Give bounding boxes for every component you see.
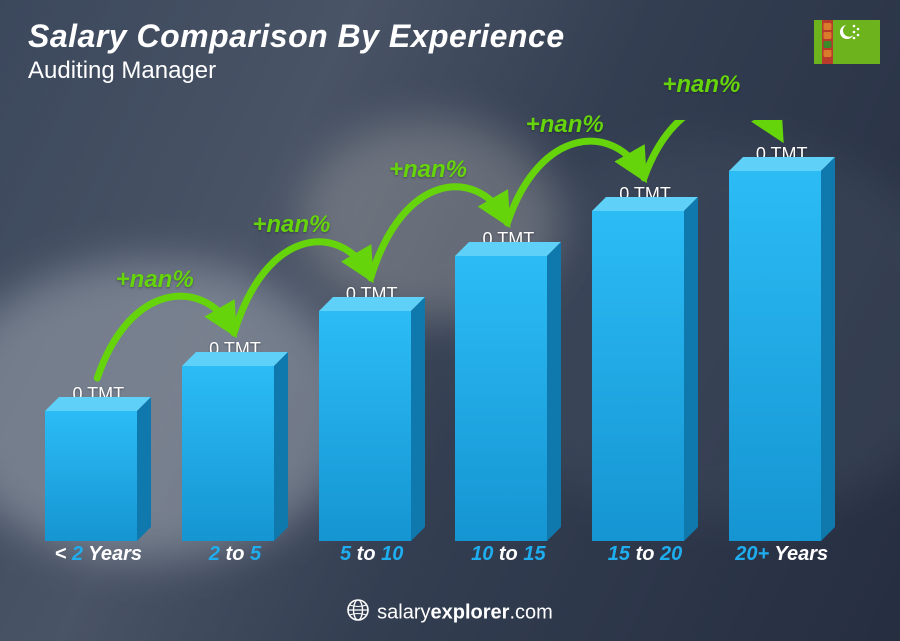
bar-side-face bbox=[411, 297, 425, 541]
bar-top-face bbox=[182, 352, 288, 366]
footer: salaryexplorer.com bbox=[0, 599, 900, 627]
flag-icon bbox=[814, 20, 880, 64]
bar-slot: 0 TMT bbox=[167, 120, 304, 541]
bar bbox=[45, 411, 151, 541]
xaxis-label: < 2 Years bbox=[30, 543, 167, 571]
footer-dotcom: .com bbox=[509, 601, 552, 623]
increase-label: +nan% bbox=[389, 156, 467, 184]
chart-subtitle: Auditing Manager bbox=[28, 57, 565, 85]
bar-slot: 0 TMT bbox=[577, 120, 714, 541]
bar-top-face bbox=[45, 397, 151, 411]
bar-front bbox=[592, 211, 684, 541]
bar bbox=[729, 171, 835, 541]
infographic-canvas: Salary Comparison By Experience Auditing… bbox=[0, 0, 900, 641]
bar-front bbox=[45, 411, 137, 541]
chart-area: 0 TMT0 TMT0 TMT0 TMT0 TMT0 TMT < 2 Years… bbox=[30, 120, 850, 571]
bar bbox=[455, 256, 561, 541]
xaxis-label: 5 to 10 bbox=[303, 543, 440, 571]
bar-top-face bbox=[319, 297, 425, 311]
bar-side-face bbox=[137, 397, 151, 541]
bar-top-face bbox=[729, 157, 835, 171]
bar-slot: 0 TMT bbox=[713, 120, 850, 541]
bar-front bbox=[729, 171, 821, 541]
increase-label: +nan% bbox=[252, 211, 330, 239]
globe-icon bbox=[347, 599, 369, 627]
bar-front bbox=[319, 311, 411, 541]
increase-label: +nan% bbox=[662, 71, 740, 99]
increase-label: +nan% bbox=[116, 266, 194, 294]
bar bbox=[592, 211, 698, 541]
xaxis-label: 10 to 15 bbox=[440, 543, 577, 571]
bar-side-face bbox=[821, 157, 835, 541]
bar-front bbox=[455, 256, 547, 541]
xaxis-label: 2 to 5 bbox=[167, 543, 304, 571]
chart-title: Salary Comparison By Experience bbox=[28, 18, 565, 55]
bar-front bbox=[182, 366, 274, 541]
increase-label: +nan% bbox=[526, 111, 604, 139]
xaxis-row: < 2 Years2 to 55 to 1010 to 1515 to 2020… bbox=[30, 543, 850, 571]
bar bbox=[182, 366, 288, 541]
bar-top-face bbox=[592, 197, 698, 211]
bar-side-face bbox=[274, 352, 288, 541]
title-block: Salary Comparison By Experience Auditing… bbox=[28, 18, 565, 85]
bar bbox=[319, 311, 425, 541]
xaxis-label: 20+ Years bbox=[713, 543, 850, 571]
bar-top-face bbox=[455, 242, 561, 256]
bar-slot: 0 TMT bbox=[30, 120, 167, 541]
footer-brand-2: explorer bbox=[431, 601, 510, 623]
bar-side-face bbox=[547, 242, 561, 541]
bar-side-face bbox=[684, 197, 698, 541]
xaxis-label: 15 to 20 bbox=[577, 543, 714, 571]
footer-brand-1: salary bbox=[377, 601, 430, 623]
